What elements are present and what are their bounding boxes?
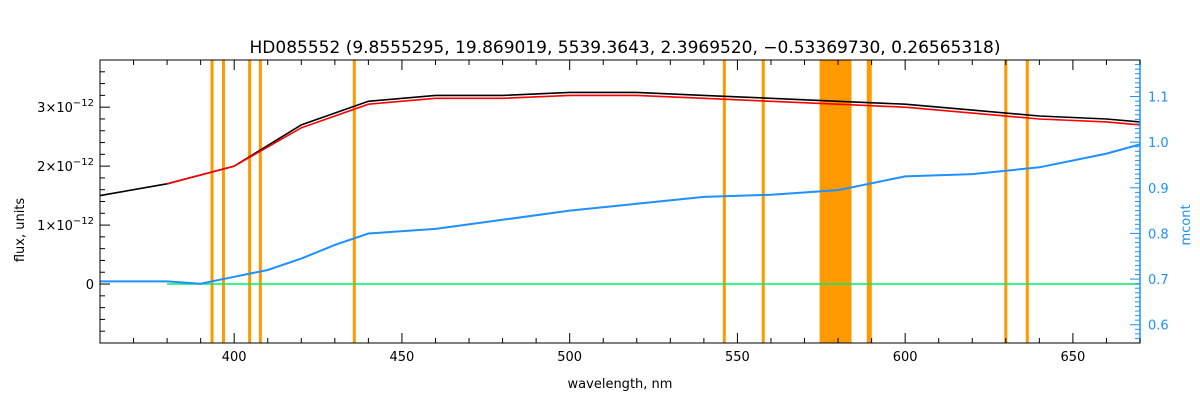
x-tick-label: 400	[222, 350, 247, 365]
masked-band-0	[819, 60, 852, 343]
x-tick-label: 550	[725, 350, 750, 365]
y-right-tick-label: 0.8	[1148, 227, 1169, 242]
y-axis-label: flux, units	[13, 198, 28, 263]
x-tick-label: 450	[390, 350, 415, 365]
y-right-axis-label: mcont	[1179, 204, 1194, 245]
x-tick-label: 600	[893, 350, 918, 365]
y-right-axis-ticks: 0.6 0.7 0.8 0.9 1.0 1.1	[1130, 64, 1169, 339]
series-line-3	[100, 143, 1141, 285]
x-axis-ticks: 400 450 500 550 600 650	[99, 60, 1141, 365]
y-axis-ticks: 0 1×10−12 2×10−12 3×10−12	[37, 71, 110, 344]
y-tick-label: 1×10−12	[37, 216, 94, 234]
x-axis-label: wavelength, nm	[568, 377, 673, 392]
y-right-tick-label: 0.7	[1148, 273, 1169, 288]
series-group	[99, 91, 1141, 285]
y-right-tick-label: 1.0	[1148, 136, 1169, 151]
masked-lines	[210, 60, 1029, 343]
y-tick-label: 0	[86, 278, 94, 293]
y-right-tick-label: 0.9	[1148, 182, 1169, 197]
masked-bands	[819, 60, 852, 343]
x-tick-label: 500	[557, 350, 582, 365]
plot-frame	[99, 59, 1141, 344]
y-tick-label: 3×10−12	[37, 98, 94, 116]
y-right-tick-label: 1.1	[1148, 91, 1169, 106]
chart-title: HD085552 (9.8555295, 19.869019, 5539.364…	[250, 38, 1001, 58]
series-line-0	[99, 91, 1141, 197]
x-tick-label: 650	[1060, 350, 1085, 365]
series-line-1	[166, 94, 1141, 185]
y-tick-label: 2×10−12	[37, 157, 94, 175]
y-right-tick-label: 0.6	[1148, 319, 1169, 334]
